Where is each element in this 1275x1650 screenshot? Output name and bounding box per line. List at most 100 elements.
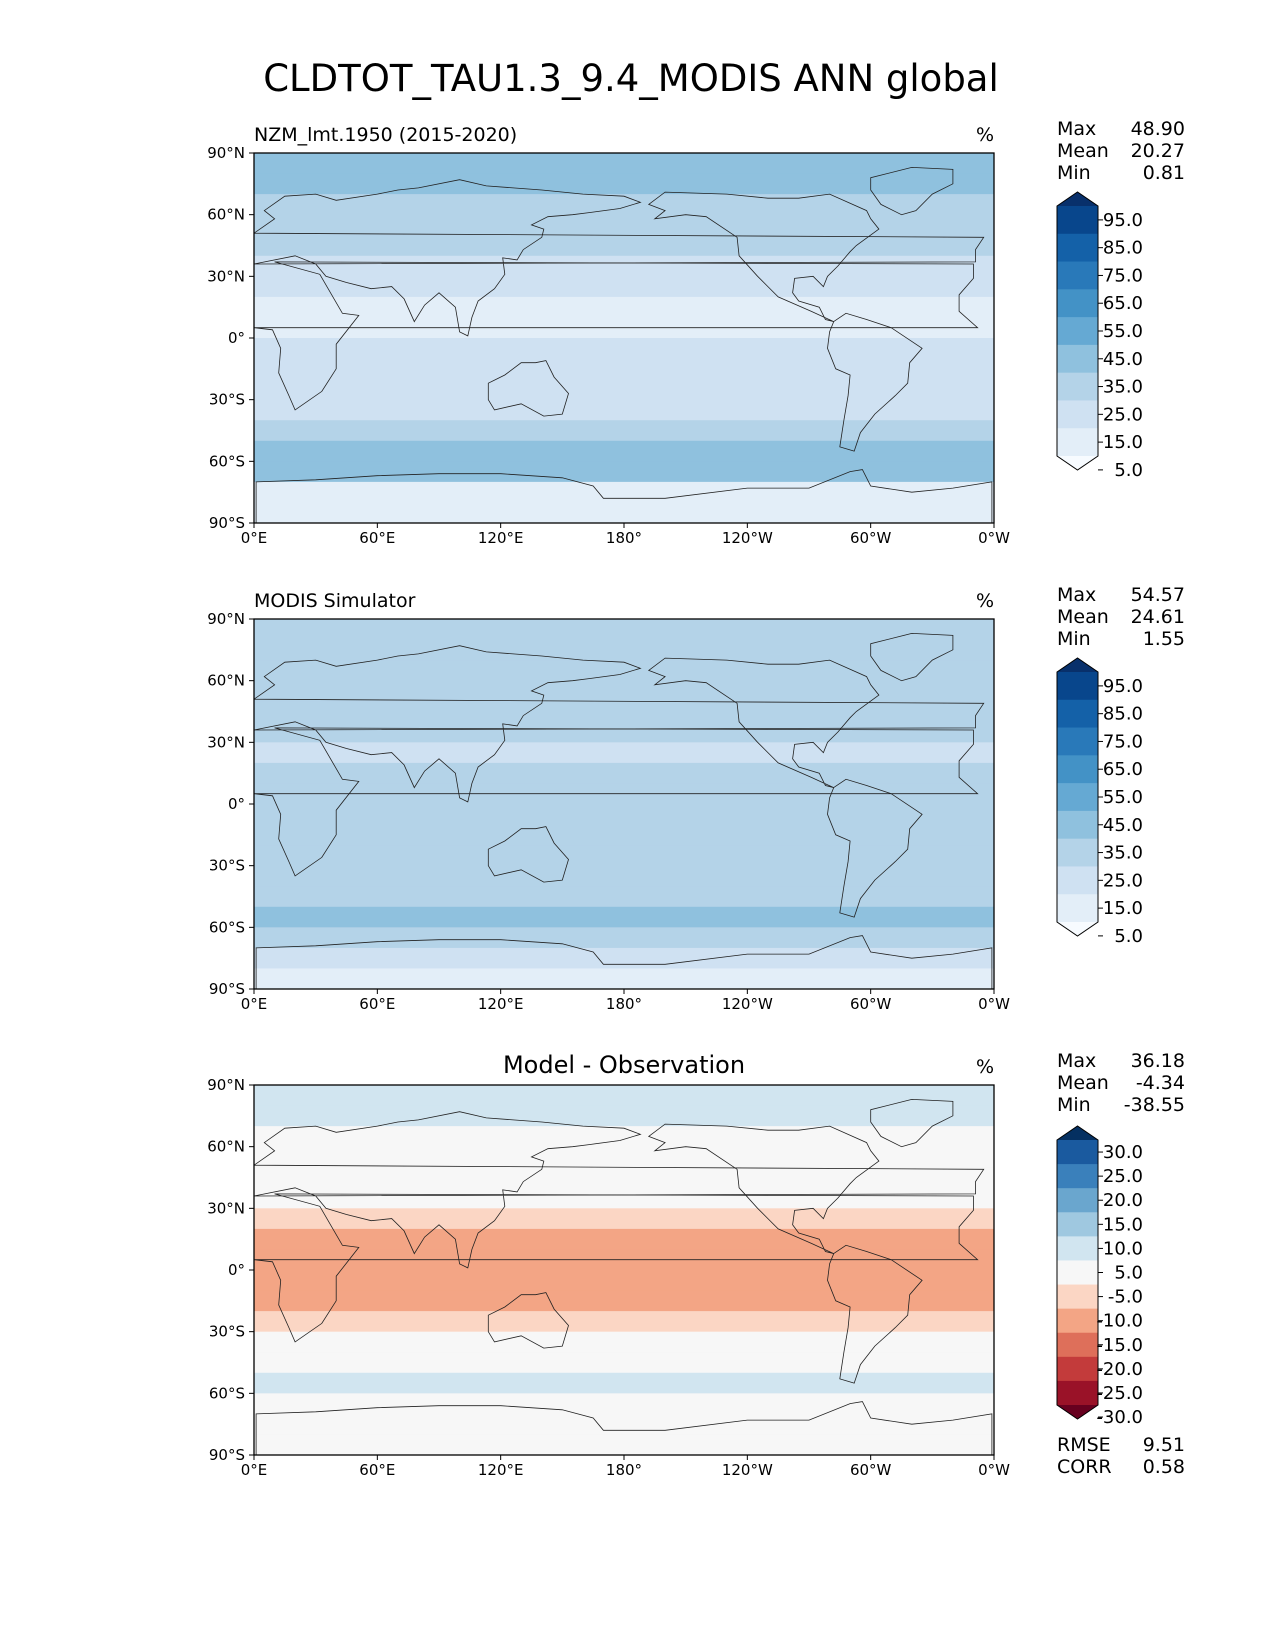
- y-tick-label: 90°N: [207, 1076, 245, 1094]
- coastlines: [254, 166, 993, 523]
- field-band: [254, 173, 994, 195]
- colorbar-segment: [1057, 372, 1098, 401]
- colorbar-outline: [1056, 1125, 1099, 1420]
- stat-label: Min: [1057, 1094, 1091, 1116]
- y-tick-label: 0°: [228, 795, 245, 813]
- x-tick-label: 120°W: [722, 995, 773, 1013]
- x-tick-label: 60°E: [359, 995, 395, 1013]
- stat-value: 24.61: [1131, 606, 1185, 628]
- map-field: [254, 1085, 994, 1455]
- colorbar-tick-label: 55.0: [1103, 321, 1143, 342]
- coastline: [487, 1292, 569, 1349]
- coastline: [827, 778, 923, 918]
- field-band: [254, 1352, 994, 1374]
- coastline: [254, 1193, 979, 1343]
- field-band: [254, 440, 994, 462]
- field-band: [254, 906, 994, 928]
- colorbar-extend-max: [1057, 1126, 1098, 1140]
- stat-value: -38.55: [1124, 1094, 1185, 1116]
- colorbar-segment: [1057, 289, 1098, 318]
- colorbar-tick-label: 5.0: [1114, 460, 1143, 481]
- field-band: [254, 1167, 994, 1189]
- x-tick-label: 180°: [606, 529, 642, 547]
- colorbar-tick-label: 35.0: [1103, 377, 1143, 398]
- field-band: [254, 1393, 994, 1415]
- y-tick-label: 60°S: [209, 452, 245, 470]
- stat-value: 0.81: [1143, 162, 1185, 184]
- colorbar-segment: [1057, 317, 1098, 346]
- colorbar-segment: [1057, 1332, 1098, 1358]
- field-band: [254, 235, 994, 257]
- stat-value: 48.90: [1131, 118, 1185, 140]
- x-tick-label: 60°E: [359, 529, 395, 547]
- colorbar-segment: [1057, 261, 1098, 290]
- colorbar-segment: [1057, 1284, 1098, 1310]
- x-tick-label: 60°W: [850, 1461, 892, 1479]
- x-tick-label: 0°W: [978, 529, 1010, 547]
- colorbar-segment: [1057, 1140, 1098, 1165]
- field-band: [254, 296, 994, 319]
- coastline: [487, 826, 569, 883]
- colorbar-segment: [1057, 866, 1098, 895]
- field-band: [254, 153, 994, 175]
- map-field: [254, 153, 994, 523]
- colorbar-tick-label: -15.0: [1096, 1335, 1143, 1356]
- coastline: [870, 632, 954, 682]
- y-tick-label: 60°S: [209, 1384, 245, 1402]
- stat-label: Max: [1057, 1050, 1096, 1072]
- field-band: [254, 194, 994, 216]
- coastline: [827, 1244, 923, 1384]
- coastlines: [254, 632, 993, 989]
- y-tick-label: 30°S: [209, 857, 245, 875]
- colorbar-segment: [1057, 1260, 1098, 1286]
- colorbar-tick-label: 5.0: [1114, 926, 1143, 947]
- field-band: [254, 1105, 994, 1127]
- units-label: %: [976, 590, 994, 612]
- x-tick-label: 120°W: [722, 1461, 773, 1479]
- colorbar-segment: [1057, 400, 1098, 429]
- field-band: [254, 276, 994, 298]
- colorbar-tick-label: 75.0: [1103, 265, 1143, 286]
- colorbar-extend-max: [1057, 658, 1098, 672]
- colorbar-segment: [1057, 233, 1098, 263]
- y-tick-label: 60°N: [207, 206, 245, 224]
- colorbar-segment: [1057, 755, 1098, 784]
- y-tick-label: 0°: [228, 329, 245, 347]
- y-tick-label: 90°S: [209, 980, 245, 998]
- colorbar-tick-label: 85.0: [1103, 704, 1143, 725]
- colorbar-extend-min: [1057, 456, 1098, 470]
- x-tick-label: 120°E: [478, 529, 524, 547]
- panel-title: Model - Observation: [503, 1051, 745, 1079]
- colorbar-tick-label: -25.0: [1096, 1383, 1143, 1404]
- coastline: [254, 727, 979, 877]
- coastline: [870, 1098, 954, 1148]
- y-tick-label: 90°N: [207, 610, 245, 628]
- panel-reference: 0°E 60°E 120°E 180° 120°W 60°W 0°W 90°N 60°N 30°N…: [207, 584, 1185, 1013]
- colorbar: 95.0 85.0 75.0 65.0 55.0 45.0 35.0 25.0 15.0 5.0: [1056, 657, 1143, 947]
- colorbar-segment: [1057, 1356, 1098, 1382]
- field-band: [254, 947, 994, 970]
- coastline: [255, 1401, 993, 1455]
- field-band: [254, 804, 994, 826]
- coastline: [255, 469, 993, 523]
- colorbar-tick-label: 25.0: [1103, 404, 1143, 425]
- panel-test: 0°E 60°E 120°E 180° 120°W 60°W 0°W 90°N 60°N 30°N…: [207, 118, 1185, 547]
- stat-value: 0.58: [1143, 1456, 1185, 1478]
- colorbar-segment: [1057, 838, 1098, 867]
- colorbar-segment: [1057, 206, 1098, 235]
- stat-value: 20.27: [1131, 140, 1185, 162]
- x-tick-label: 0°E: [241, 1461, 268, 1479]
- field-band: [254, 639, 994, 661]
- y-tick-label: 0°: [228, 1261, 245, 1279]
- colorbar-extend-min: [1057, 1405, 1098, 1419]
- field-band: [254, 762, 994, 785]
- stat-label: Mean: [1057, 1072, 1109, 1094]
- field-band: [254, 1146, 994, 1168]
- colorbar-segment: [1057, 1308, 1098, 1334]
- stat-value: 1.55: [1143, 628, 1185, 650]
- colorbar-tick-label: 20.0: [1103, 1190, 1143, 1211]
- coastline: [487, 360, 569, 417]
- units-label: %: [976, 124, 994, 146]
- coastline: [647, 1123, 880, 1254]
